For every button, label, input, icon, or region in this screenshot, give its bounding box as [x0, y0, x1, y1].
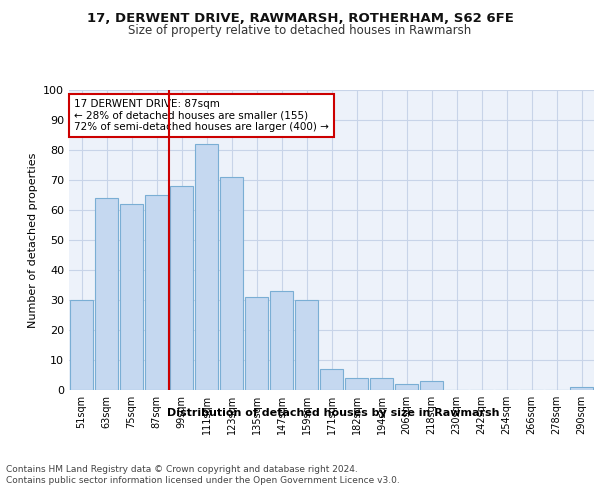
Bar: [270, 291, 293, 390]
Text: 17, DERWENT DRIVE, RAWMARSH, ROTHERHAM, S62 6FE: 17, DERWENT DRIVE, RAWMARSH, ROTHERHAM, …: [86, 12, 514, 26]
Bar: [195, 144, 218, 390]
Bar: [345, 378, 368, 390]
Bar: [320, 369, 343, 390]
Bar: [145, 195, 168, 390]
Bar: [95, 198, 118, 390]
Text: Contains HM Land Registry data © Crown copyright and database right 2024.: Contains HM Land Registry data © Crown c…: [6, 465, 358, 474]
Bar: [370, 378, 393, 390]
Bar: [295, 300, 318, 390]
Bar: [245, 297, 268, 390]
Bar: [120, 204, 143, 390]
Bar: [220, 177, 243, 390]
Bar: [395, 384, 418, 390]
Bar: [170, 186, 193, 390]
Y-axis label: Number of detached properties: Number of detached properties: [28, 152, 38, 328]
Text: Size of property relative to detached houses in Rawmarsh: Size of property relative to detached ho…: [128, 24, 472, 37]
Text: 17 DERWENT DRIVE: 87sqm
← 28% of detached houses are smaller (155)
72% of semi-d: 17 DERWENT DRIVE: 87sqm ← 28% of detache…: [74, 99, 329, 132]
Bar: [70, 300, 93, 390]
Text: Contains public sector information licensed under the Open Government Licence v3: Contains public sector information licen…: [6, 476, 400, 485]
Bar: [420, 381, 443, 390]
Text: Distribution of detached houses by size in Rawmarsh: Distribution of detached houses by size …: [167, 408, 499, 418]
Bar: [570, 387, 593, 390]
